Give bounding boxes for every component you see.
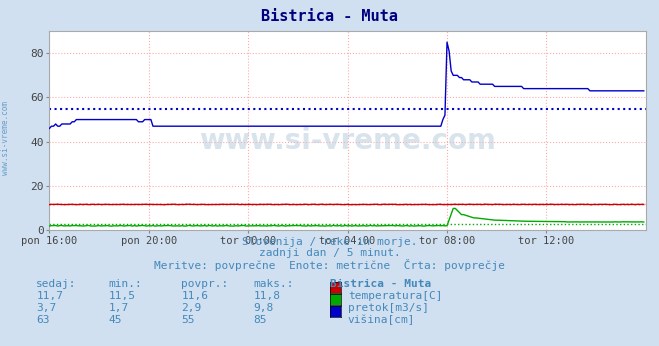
Text: sedaj:: sedaj: [36, 279, 76, 289]
Text: 45: 45 [109, 315, 122, 325]
Text: Bistrica - Muta: Bistrica - Muta [330, 279, 431, 289]
Text: 55: 55 [181, 315, 194, 325]
Text: 3,7: 3,7 [36, 303, 57, 313]
Text: Meritve: povprečne  Enote: metrične  Črta: povprečje: Meritve: povprečne Enote: metrične Črta:… [154, 259, 505, 271]
Text: 11,7: 11,7 [36, 291, 63, 301]
Text: Slovenija / reke in morje.: Slovenija / reke in morje. [242, 237, 417, 247]
Text: Bistrica - Muta: Bistrica - Muta [261, 9, 398, 24]
Text: maks.:: maks.: [254, 279, 294, 289]
Text: www.si-vreme.com: www.si-vreme.com [1, 101, 10, 175]
Text: temperatura[C]: temperatura[C] [348, 291, 442, 301]
Text: 85: 85 [254, 315, 267, 325]
Text: 11,5: 11,5 [109, 291, 136, 301]
Text: 11,8: 11,8 [254, 291, 281, 301]
Text: pretok[m3/s]: pretok[m3/s] [348, 303, 429, 313]
Text: zadnji dan / 5 minut.: zadnji dan / 5 minut. [258, 248, 401, 258]
Text: 63: 63 [36, 315, 49, 325]
Text: 11,6: 11,6 [181, 291, 208, 301]
Text: min.:: min.: [109, 279, 142, 289]
Text: 2,9: 2,9 [181, 303, 202, 313]
Text: www.si-vreme.com: www.si-vreme.com [199, 127, 496, 155]
Text: višina[cm]: višina[cm] [348, 315, 415, 325]
Text: 9,8: 9,8 [254, 303, 274, 313]
Text: povpr.:: povpr.: [181, 279, 229, 289]
Text: 1,7: 1,7 [109, 303, 129, 313]
